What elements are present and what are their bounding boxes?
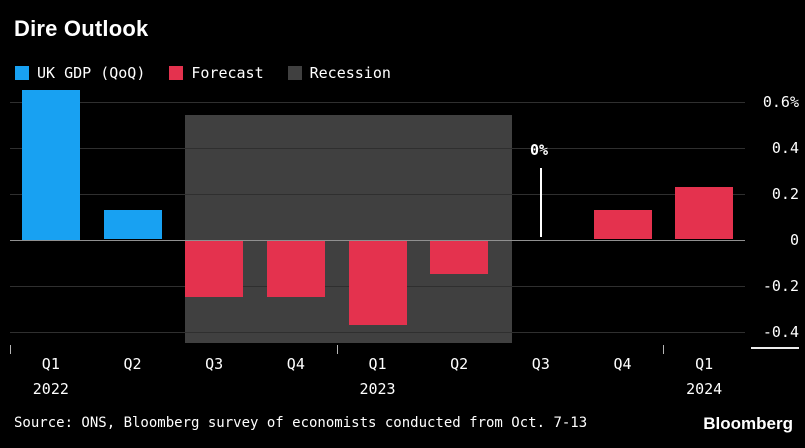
bloomberg-logo: Bloomberg: [703, 414, 793, 433]
x-axis: Q1 2022 Q2 Q3 Q4 Q1 2023 Q2 Q3 Q4 Q1 2024: [10, 343, 745, 403]
y-axis-label: 0.2: [771, 184, 799, 203]
legend-swatch: [169, 66, 184, 80]
axis-tick: [10, 345, 11, 354]
y-axis-label: 0.4: [771, 138, 799, 157]
bar-q1-2024: [675, 186, 734, 240]
legend-label: Recession: [309, 64, 391, 82]
legend-item-1: Forecast: [169, 64, 264, 82]
axis-endcap: [751, 347, 799, 349]
bar-q2: [430, 240, 489, 274]
y-axis-label: 0.6%: [762, 92, 799, 111]
bar-q1-2023: [348, 240, 407, 325]
recession-band: [185, 115, 512, 343]
legend-label: Forecast: [191, 64, 264, 82]
x-axis-label: Q4: [286, 355, 305, 373]
plot-area: 0%: [10, 90, 745, 343]
legend-swatch: [287, 66, 302, 80]
axis-tick: [663, 345, 665, 354]
bar-q3: [185, 240, 244, 297]
bar-q2: [103, 209, 162, 240]
zero-annotation-label: 0%: [529, 141, 549, 160]
legend: UK GDP (QoQ) Forecast Recession: [15, 64, 391, 82]
bar-q4: [593, 209, 652, 240]
gridline: [10, 101, 745, 103]
zero-annotation-line: [539, 168, 542, 238]
legend-item-0: UK GDP (QoQ): [15, 64, 145, 82]
y-axis-label: 0: [789, 230, 799, 249]
x-axis-label: Q1: [368, 355, 387, 373]
y-axis-label: -0.4: [762, 322, 799, 341]
chart-title: Dire Outlook: [14, 16, 149, 41]
x-axis-year-label: 2022: [32, 380, 69, 398]
x-axis-label: Q3: [531, 355, 550, 373]
x-axis-year-label: 2023: [359, 380, 396, 398]
x-axis-label: Q2: [450, 355, 469, 373]
x-axis-label: Q4: [613, 355, 632, 373]
x-axis-label: Q1: [695, 355, 714, 373]
gridline: [10, 331, 745, 333]
y-axis-label: -0.2: [762, 276, 799, 295]
source-note: Source: ONS, Bloomberg survey of economi…: [14, 415, 588, 431]
legend-item-2: Recession: [287, 64, 391, 82]
bar-q4: [266, 240, 325, 297]
axis-tick: [336, 345, 338, 354]
x-axis-year-label: 2024: [686, 380, 723, 398]
bar-q1-2022: [21, 90, 80, 240]
legend-label: UK GDP (QoQ): [37, 64, 146, 82]
y-axis: 0.6% 0.4 0.2 0 -0.2 -0.4: [745, 90, 805, 349]
x-axis-label: Q3: [205, 355, 224, 373]
x-axis-label: Q1: [41, 355, 60, 373]
zero-gridline: [10, 239, 745, 241]
chart: 0% 0.6% 0.4 0.2 0 -0.2 -0.4 Q1 2022 Q2 Q3 Q4 Q1 202…: [10, 90, 799, 398]
legend-swatch: [15, 66, 29, 80]
gridline: [10, 147, 745, 149]
x-axis-label: Q2: [123, 355, 142, 373]
gridline: [10, 193, 745, 195]
